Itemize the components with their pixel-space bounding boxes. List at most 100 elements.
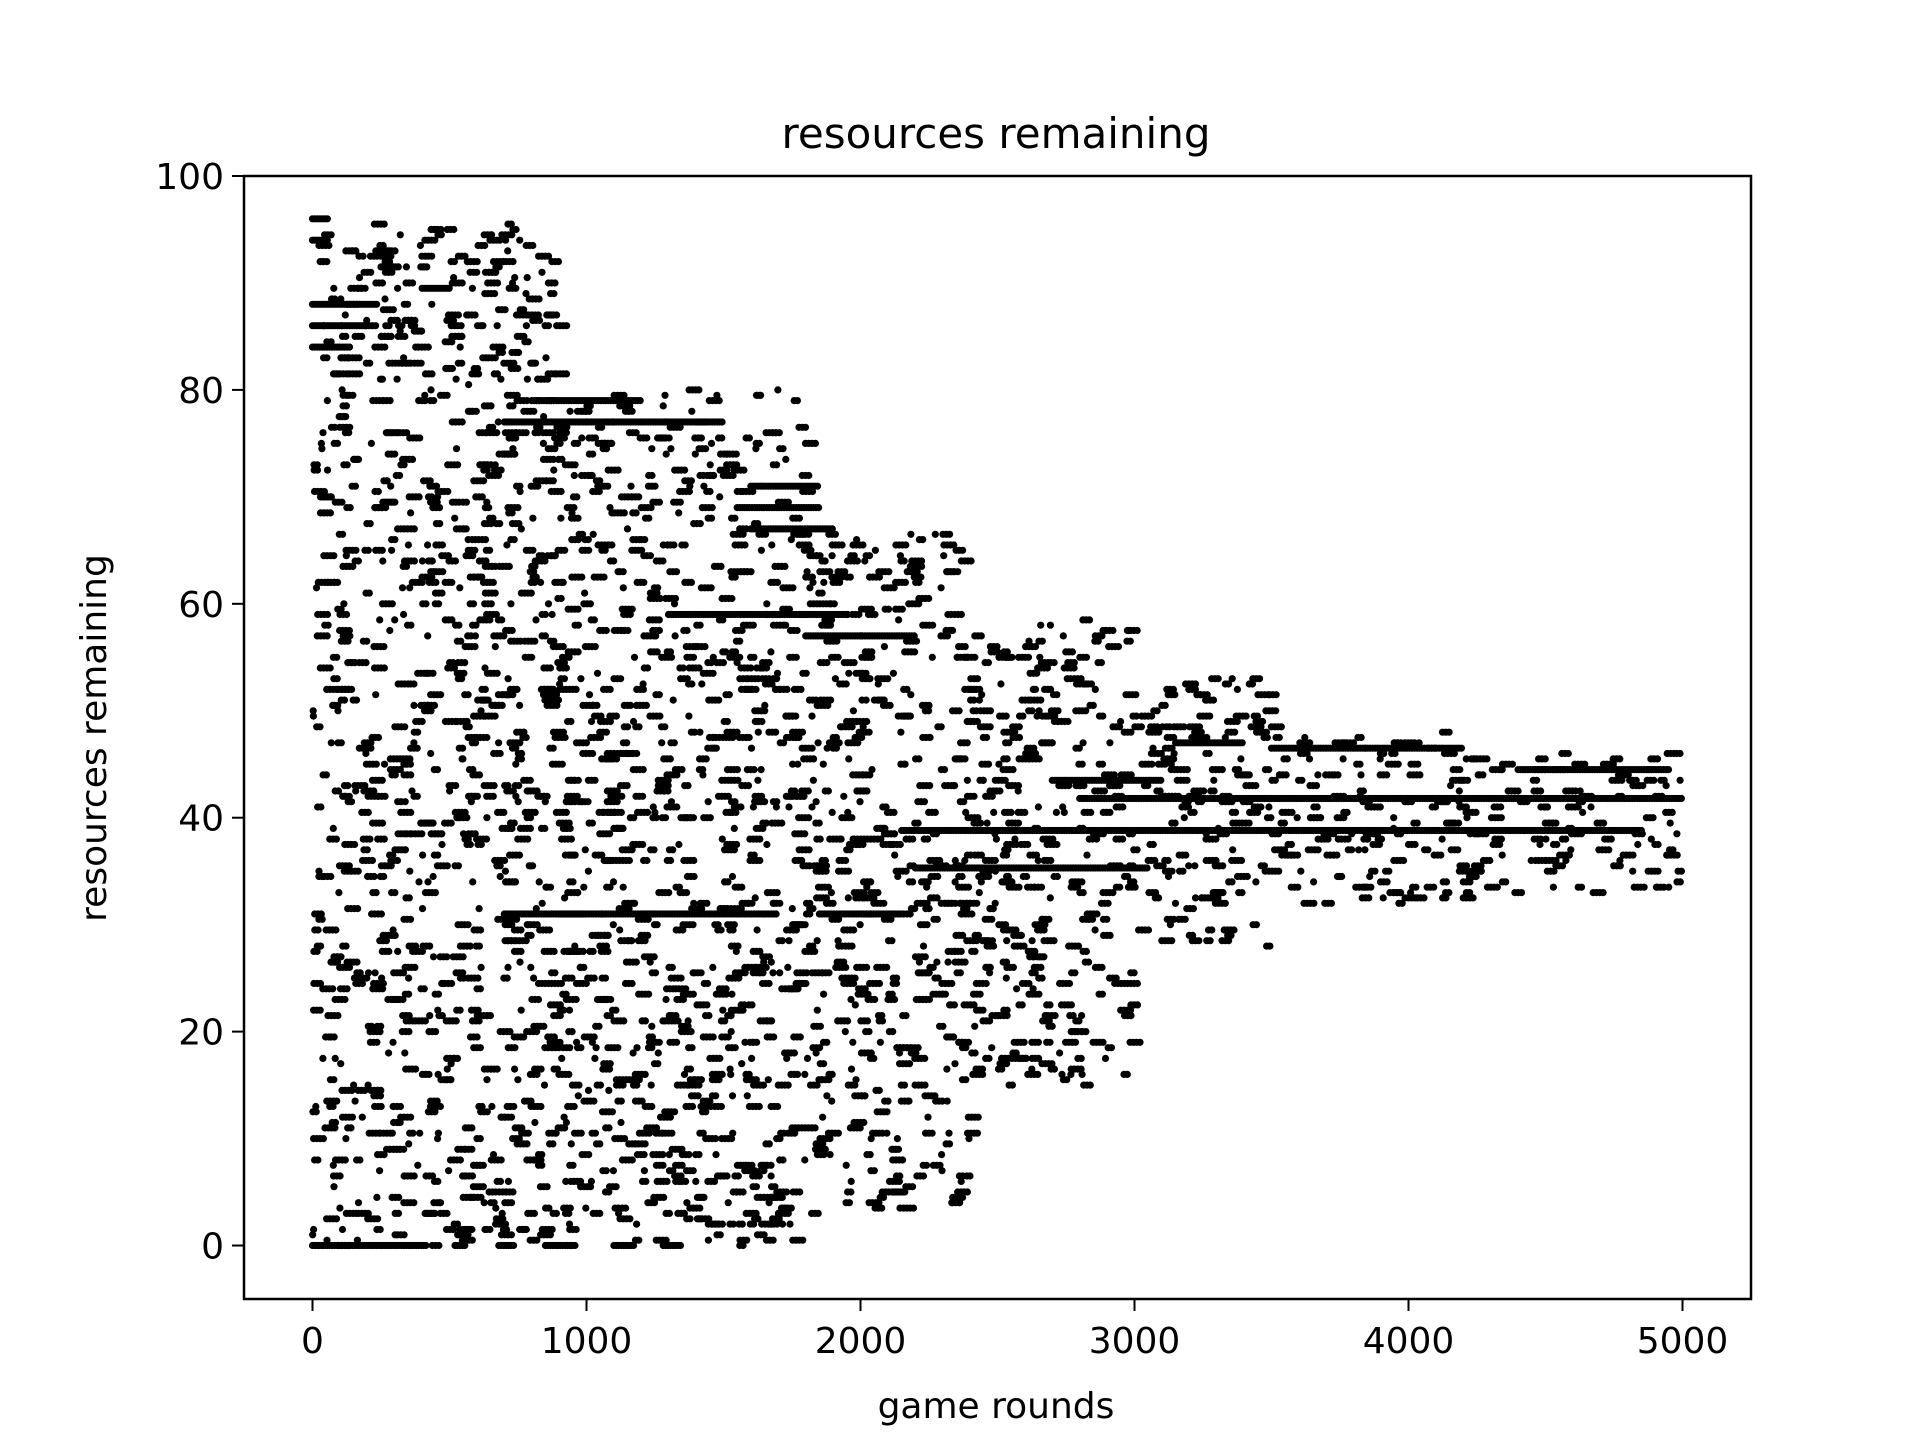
data-point [376, 1092, 385, 1100]
data-point [516, 958, 524, 966]
data-point [352, 1209, 360, 1217]
data-point [486, 546, 494, 554]
data-point [510, 536, 518, 544]
data-point [448, 979, 456, 988]
data-point [378, 819, 387, 827]
data-point [315, 1241, 323, 1250]
data-point [340, 696, 349, 704]
data-point [370, 872, 378, 881]
data-point [498, 616, 506, 624]
data-point [343, 610, 351, 619]
data-point [524, 921, 532, 929]
data-point [458, 359, 466, 367]
data-point [473, 792, 481, 800]
data-point [524, 1129, 532, 1137]
data-point [391, 1231, 399, 1239]
data-point [317, 942, 325, 950]
data-point [355, 252, 363, 260]
data-point [649, 910, 657, 918]
data-point [489, 1151, 498, 1159]
data-point [747, 744, 756, 752]
data-point [512, 434, 520, 442]
data-point [620, 1017, 628, 1025]
data-point [418, 905, 427, 913]
data-point [364, 546, 372, 554]
data-point [561, 546, 569, 554]
data-point [460, 669, 468, 677]
data-point [385, 1049, 393, 1057]
data-point [405, 990, 413, 998]
data-point [319, 1054, 327, 1062]
data-point [494, 279, 502, 287]
data-point [424, 541, 432, 549]
data-point [557, 594, 565, 603]
data-point [627, 482, 635, 490]
data-point [389, 498, 397, 506]
data-point [386, 397, 394, 405]
data-point [462, 498, 470, 506]
data-point [410, 1199, 418, 1207]
data-point [438, 840, 446, 849]
data-point [534, 429, 543, 437]
data-point [542, 883, 550, 891]
data-point [381, 295, 389, 303]
data-point [365, 589, 373, 597]
data-point [344, 1241, 352, 1250]
data-point [530, 974, 538, 982]
data-point [391, 889, 399, 897]
data-point [497, 808, 505, 817]
data-point [751, 894, 759, 902]
data-point [431, 236, 439, 244]
data-point [754, 776, 762, 784]
data-point [619, 883, 627, 891]
data-point [671, 632, 679, 640]
data-point [422, 1241, 430, 1250]
data-point [379, 397, 387, 405]
data-point [801, 1070, 809, 1078]
data-point [728, 594, 736, 603]
data-point [545, 1204, 553, 1212]
data-point [443, 1209, 451, 1217]
data-point [721, 1017, 729, 1025]
data-point [643, 808, 652, 817]
data-point [523, 375, 532, 383]
data-point [420, 263, 428, 271]
data-point [626, 1215, 634, 1223]
data-point [548, 1225, 556, 1234]
data-point [345, 343, 354, 351]
data-point [396, 1102, 405, 1111]
data-point [352, 546, 360, 554]
data-point [459, 744, 467, 752]
data-point [310, 1225, 318, 1234]
data-point [428, 300, 436, 308]
data-point [483, 1076, 491, 1084]
data-point [487, 402, 495, 410]
data-point [501, 306, 509, 314]
data-point [731, 514, 739, 522]
data-point [515, 782, 523, 790]
data-point [378, 546, 386, 554]
data-point [552, 1209, 561, 1217]
data-point [436, 520, 444, 528]
data-point [331, 295, 339, 303]
data-point [384, 332, 392, 340]
data-point [343, 985, 351, 993]
data-point [508, 937, 516, 945]
data-point [373, 300, 381, 308]
data-point [709, 1033, 717, 1041]
data-point [326, 509, 334, 517]
data-point [459, 755, 467, 763]
data-point [314, 1156, 322, 1164]
data-point [420, 985, 428, 993]
data-point [530, 1209, 539, 1217]
data-point [452, 445, 461, 453]
data-point [368, 1022, 376, 1030]
data-point [666, 755, 674, 763]
data-point [659, 1151, 667, 1159]
data-point [489, 578, 497, 587]
data-point [641, 1070, 649, 1078]
data-point [624, 723, 632, 731]
data-point [487, 1065, 495, 1073]
data-point [363, 637, 371, 645]
data-point [342, 552, 350, 560]
